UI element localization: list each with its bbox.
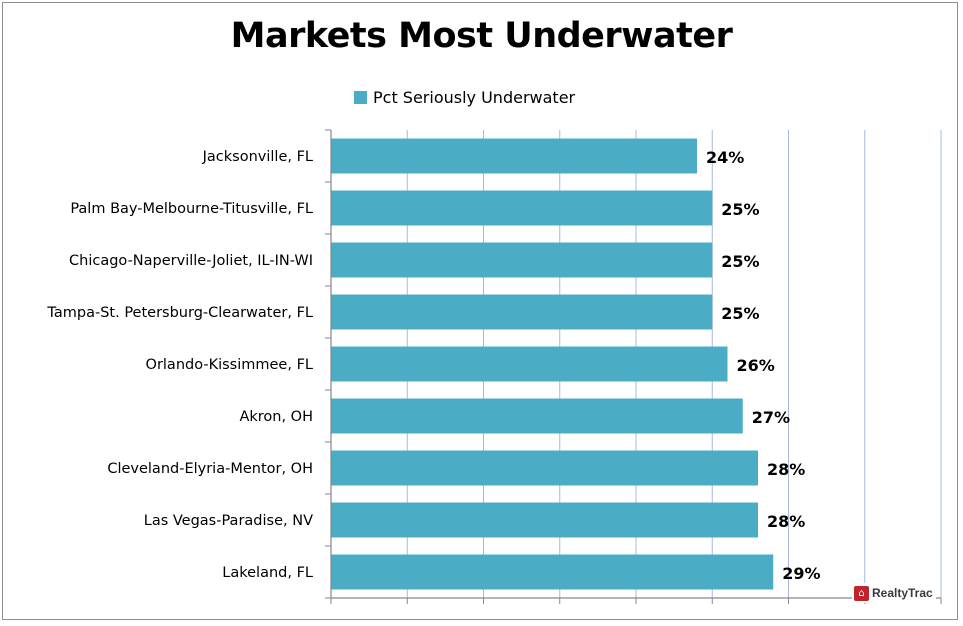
bar [331,190,713,226]
bar [331,450,758,486]
legend: Pct Seriously Underwater [354,86,575,108]
chart-title: Markets Most Underwater [230,16,733,56]
data-label: 26% [737,356,775,375]
data-label: 25% [721,252,759,271]
house-icon: ⌂ [854,585,869,601]
category-label: Tampa-St. Petersburg-Clearwater, FL [46,305,313,321]
category-label: Palm Bay-Melbourne-Titusville, FL [70,201,313,217]
bar [331,242,713,278]
bar [331,398,743,434]
data-label: 28% [767,512,805,531]
data-label: 28% [767,460,805,479]
category-label: Jacksonville, FL [202,149,313,165]
category-label: Las Vegas-Paradise, NV [144,513,313,529]
realtytrac-logo: ⌂ RealtyTrac [852,583,936,603]
data-label: 29% [782,564,820,583]
category-label: Lakeland, FL [222,565,313,581]
bar [331,294,713,330]
data-label: 25% [721,200,759,219]
bar [331,346,728,382]
category-label: Cleveland-Elyria-Mentor, OH [107,461,313,477]
bar [331,138,697,174]
legend-swatch [354,90,367,104]
category-label: Orlando-Kissimmee, FL [146,357,313,373]
category-label: Chicago-Naperville-Joliet, IL-IN-WI [69,253,313,269]
data-label: 27% [752,408,790,427]
legend-label: Pct Seriously Underwater [373,87,576,107]
data-label: 25% [721,304,759,323]
bar [331,502,758,538]
category-label: Akron, OH [239,409,313,425]
data-label: 24% [706,148,744,167]
bar [331,554,774,590]
brand-text: RealtyTrac [872,586,933,600]
